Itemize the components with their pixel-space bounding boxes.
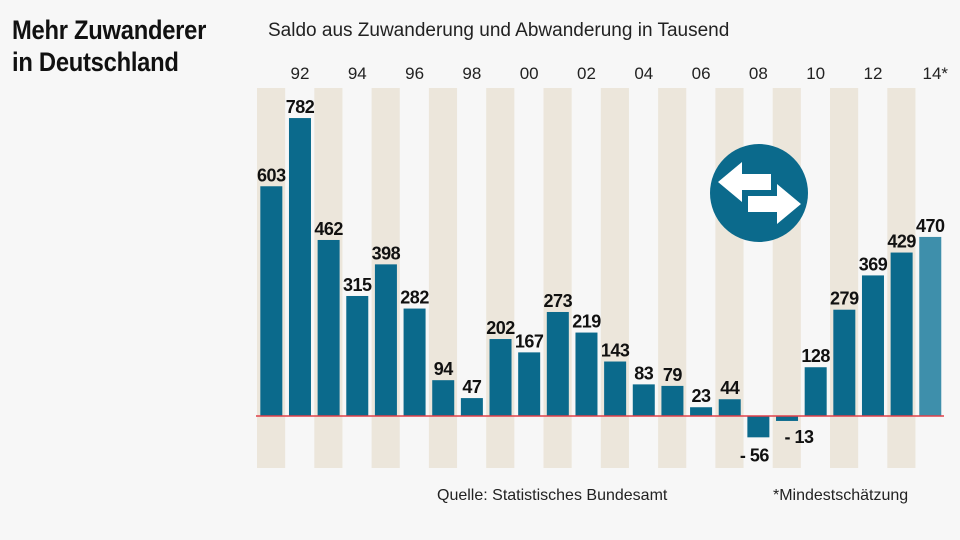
value-label: 94 <box>434 359 454 379</box>
value-label: 273 <box>544 291 573 311</box>
bar-2012 <box>861 275 884 416</box>
x-tick-label: 06 <box>692 64 711 83</box>
bar-1995 <box>374 264 397 416</box>
value-label: 462 <box>314 219 343 239</box>
bar-2002 <box>575 332 598 416</box>
x-tick-label: 96 <box>405 64 424 83</box>
value-label: 47 <box>462 377 482 397</box>
bar-1993 <box>317 239 340 416</box>
bar-1994 <box>346 295 369 416</box>
bar-1991 <box>260 186 283 416</box>
value-label: 470 <box>916 216 945 236</box>
title-line-1: Mehr Zuwanderer <box>12 15 207 45</box>
value-label: 315 <box>343 275 372 295</box>
source-note: Quelle: Statistisches Bundesamt <box>437 487 668 504</box>
value-label: 603 <box>257 165 286 185</box>
value-label: 369 <box>859 254 888 274</box>
exchange-arrows-icon <box>710 144 808 242</box>
bar-2003 <box>604 361 627 416</box>
bar-2006 <box>690 407 713 416</box>
bar-1996 <box>403 308 426 416</box>
x-tick-label: 94 <box>348 64 367 83</box>
x-tick-label: 98 <box>462 64 481 83</box>
x-tick-label: 10 <box>806 64 825 83</box>
value-label: 279 <box>830 289 859 309</box>
bar-2011 <box>833 309 856 416</box>
bar-1998 <box>460 398 483 416</box>
x-tick-label: 92 <box>291 64 310 83</box>
value-label: 202 <box>486 318 515 338</box>
title-line-2: in Deutschland <box>12 47 179 77</box>
value-label: 83 <box>634 363 654 383</box>
value-label: 782 <box>286 97 315 117</box>
bar-2010 <box>804 367 827 416</box>
value-label: 429 <box>887 232 916 252</box>
value-label: 219 <box>572 312 601 332</box>
bar-2014* <box>919 236 942 416</box>
x-tick-label: 12 <box>864 64 883 83</box>
value-label: 167 <box>515 331 544 351</box>
value-label: 398 <box>372 243 401 263</box>
value-label: 282 <box>400 288 429 308</box>
x-tick-label: 02 <box>577 64 596 83</box>
bar-1992 <box>288 118 311 417</box>
bar-2013 <box>890 252 913 416</box>
bar-1999 <box>489 339 512 416</box>
value-label: 128 <box>801 346 830 366</box>
chart-title: Mehr Zuwanderer in Deutschland <box>12 14 206 78</box>
value-label: 79 <box>663 365 683 385</box>
x-tick-label: 00 <box>520 64 539 83</box>
background-stripe <box>772 88 801 468</box>
bar-2008 <box>747 416 770 438</box>
value-label: - 56 <box>740 445 770 465</box>
bar-1997 <box>432 380 455 416</box>
bar-2004 <box>632 384 655 416</box>
bar-2000 <box>518 352 541 416</box>
value-label: 23 <box>692 386 712 406</box>
x-tick-label: 14* <box>923 64 949 83</box>
bar-2001 <box>546 311 569 416</box>
x-tick-label: 08 <box>749 64 768 83</box>
bar-2009 <box>776 416 799 421</box>
bar-2007 <box>718 399 741 416</box>
bar-2005 <box>661 385 684 416</box>
x-tick-label: 04 <box>634 64 653 83</box>
value-label: - 13 <box>785 427 815 447</box>
value-label: 143 <box>601 341 630 361</box>
chart-subtitle: Saldo aus Zuwanderung und Abwanderung in… <box>268 20 730 41</box>
value-label: 44 <box>720 378 740 398</box>
x-tick-labels: 92 94 96 98 00 02 04 06 08 10 12 14* <box>291 64 949 83</box>
footnote: *Mindestschätzung <box>773 487 909 504</box>
bars <box>260 118 942 438</box>
